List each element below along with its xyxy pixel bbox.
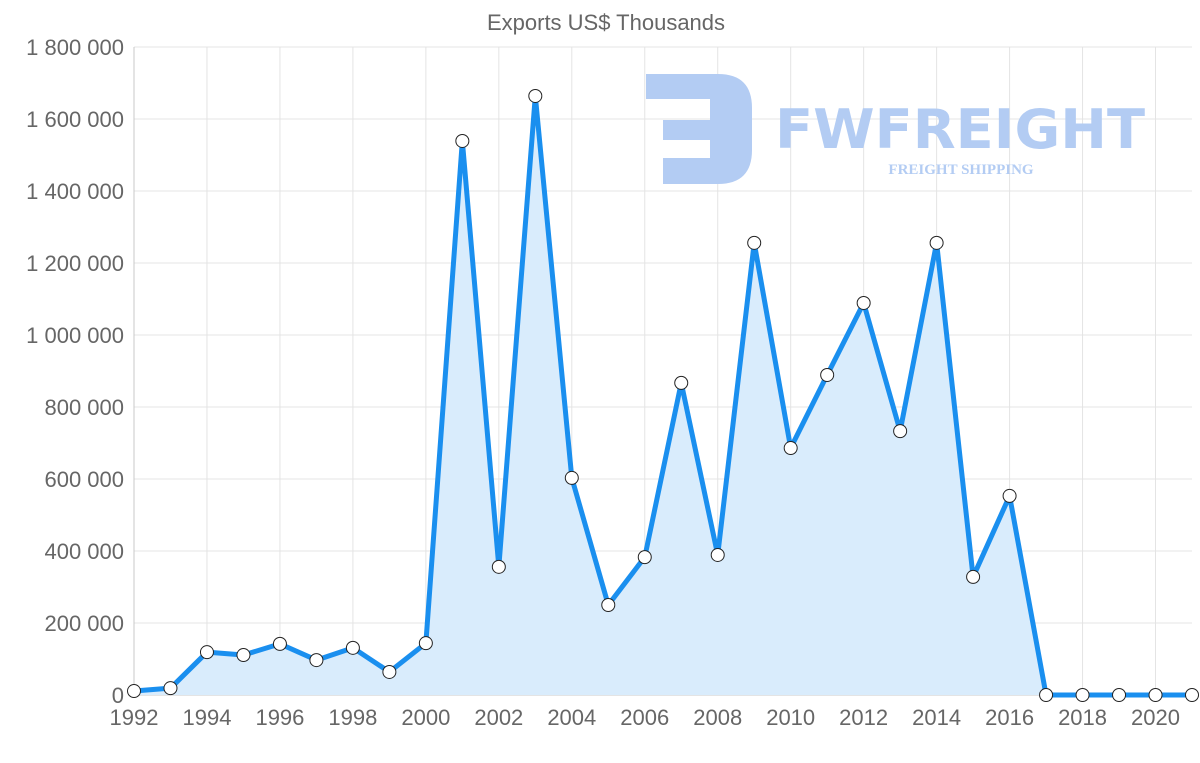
data-point-1993[interactable] [163,681,178,696]
y-tick-label: 1 000 000 [26,323,124,348]
x-tick-label: 2006 [620,705,669,730]
data-point-1997[interactable] [309,653,324,668]
data-point-1999[interactable] [382,664,397,679]
data-point-1995[interactable] [236,648,251,663]
data-point-1992[interactable] [127,684,141,699]
x-tick-label: 2018 [1058,705,1107,730]
data-point-2002[interactable] [491,559,506,574]
x-tick-label: 2014 [912,705,961,730]
x-tick-label: 1994 [182,705,231,730]
y-tick-label: 400 000 [44,539,124,564]
data-point-2010[interactable] [783,441,798,456]
watermark-tagline: FREIGHT SHIPPING [888,162,1033,178]
x-tick-label: 2020 [1131,705,1180,730]
data-point-2021[interactable] [1185,688,1199,702]
x-tick-label: 2000 [401,705,450,730]
data-point-2016[interactable] [1002,488,1017,503]
data-point-2014[interactable] [929,235,944,250]
y-tick-label: 0 [112,683,124,708]
y-tick-label: 1 200 000 [26,251,124,276]
y-tick-label: 600 000 [44,467,124,492]
y-tick-label: 1 400 000 [26,179,124,204]
data-point-2012[interactable] [856,295,871,310]
logo-mark-icon [646,74,752,184]
y-tick-label: 1 800 000 [26,35,124,60]
y-axis-ticks: 0 200 000 400 000 600 000 800 000 1 000 000 1 … [26,35,124,708]
data-point-2000[interactable] [418,636,433,651]
data-points [127,88,1199,702]
x-tick-label: 2004 [547,705,596,730]
data-point-2001[interactable] [455,133,470,148]
chart-title: Exports US$ Thousands [487,10,725,35]
data-point-2019[interactable] [1112,688,1127,702]
watermark-brand: FWFREIGHT [775,98,1145,161]
x-tick-label: 2002 [474,705,523,730]
x-tick-label: 2010 [766,705,815,730]
x-axis-ticks: 1992 1994 1996 1998 2000 2002 2004 2006 2008 2010… [110,705,1180,730]
data-point-2008[interactable] [710,547,725,562]
data-point-2018[interactable] [1075,688,1090,702]
data-point-2013[interactable] [893,424,908,439]
data-point-2003[interactable] [528,88,543,103]
data-point-2005[interactable] [601,598,616,612]
data-point-2004[interactable] [564,470,579,485]
x-tick-label: 1996 [255,705,304,730]
x-tick-label: 1998 [328,705,377,730]
watermark-logo: FWFREIGHT FREIGHT SHIPPING [646,74,1145,184]
series-area-fill [134,95,1192,695]
data-point-2017[interactable] [1039,688,1054,702]
data-point-2015[interactable] [966,569,981,584]
y-tick-label: 800 000 [44,395,124,420]
data-point-2011[interactable] [820,367,835,382]
x-tick-label: 2016 [985,705,1034,730]
data-point-2020[interactable] [1148,688,1163,702]
x-tick-label: 2008 [693,705,742,730]
data-point-1996[interactable] [272,636,287,651]
x-tick-label: 2012 [839,705,888,730]
data-point-2009[interactable] [747,235,762,250]
y-tick-label: 1 600 000 [26,107,124,132]
data-point-2006[interactable] [637,550,652,565]
y-tick-label: 200 000 [44,611,124,636]
data-point-2007[interactable] [674,375,689,390]
data-point-1998[interactable] [345,640,360,655]
data-point-1994[interactable] [199,645,214,660]
x-tick-label: 1992 [110,705,159,730]
